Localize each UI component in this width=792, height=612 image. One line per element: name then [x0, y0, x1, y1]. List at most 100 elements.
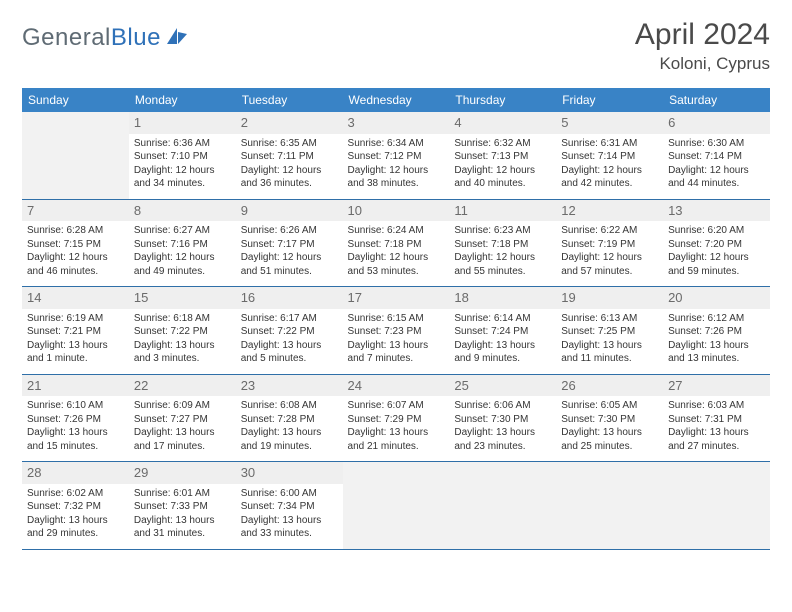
- day-details: Sunrise: 6:20 AMSunset: 7:20 PMDaylight:…: [668, 224, 765, 278]
- day-details: Sunrise: 6:32 AMSunset: 7:13 PMDaylight:…: [454, 137, 551, 191]
- day-cell: 8Sunrise: 6:27 AMSunset: 7:16 PMDaylight…: [129, 199, 236, 287]
- day-number: 10: [343, 200, 450, 222]
- empty-cell: [556, 462, 663, 550]
- day-number: 2: [236, 112, 343, 134]
- calendar-body: 1 Sunrise: 6:36 AMSunset: 7:10 PMDaylight…: [22, 112, 770, 549]
- day-number: 11: [449, 200, 556, 222]
- day-number: 27: [663, 375, 770, 397]
- day-details: Sunrise: 6:08 AMSunset: 7:28 PMDaylight:…: [241, 399, 338, 453]
- day-number: 24: [343, 375, 450, 397]
- day-details: Sunrise: 6:12 AMSunset: 7:26 PMDaylight:…: [668, 312, 765, 366]
- empty-cell: [663, 462, 770, 550]
- day-number: 29: [129, 462, 236, 484]
- day-number: 4: [449, 112, 556, 134]
- calendar-head: SundayMondayTuesdayWednesdayThursdayFrid…: [22, 88, 770, 112]
- day-details: Sunrise: 6:01 AMSunset: 7:33 PMDaylight:…: [134, 487, 231, 541]
- day-cell: 20 Sunrise: 6:12 AMSunset: 7:26 PMDayligh…: [663, 287, 770, 375]
- day-cell: 19 Sunrise: 6:13 AMSunset: 7:25 PMDayligh…: [556, 287, 663, 375]
- day-cell: 27Sunrise: 6:03 AMSunset: 7:31 PMDayligh…: [663, 374, 770, 462]
- day-number: 8: [129, 200, 236, 222]
- day-number: 30: [236, 462, 343, 484]
- day-cell: 14 Sunrise: 6:19 AMSunset: 7:21 PMDayligh…: [22, 287, 129, 375]
- day-number: 15: [129, 287, 236, 309]
- day-details: Sunrise: 6:13 AMSunset: 7:25 PMDaylight:…: [561, 312, 658, 366]
- day-details: Sunrise: 6:19 AMSunset: 7:21 PMDaylight:…: [27, 312, 124, 366]
- day-details: Sunrise: 6:14 AMSunset: 7:24 PMDaylight:…: [454, 312, 551, 366]
- empty-cell: [343, 462, 450, 550]
- brand-part2: Blue: [111, 24, 161, 51]
- sail-icon: [165, 26, 189, 51]
- day-details: Sunrise: 6:17 AMSunset: 7:22 PMDaylight:…: [241, 312, 338, 366]
- day-cell: 17 Sunrise: 6:15 AMSunset: 7:23 PMDayligh…: [343, 287, 450, 375]
- day-cell: 30 Sunrise: 6:00 AMSunset: 7:34 PMDayligh…: [236, 462, 343, 550]
- day-number: 19: [556, 287, 663, 309]
- location: Koloni, Cyprus: [635, 54, 770, 74]
- day-cell: 22Sunrise: 6:09 AMSunset: 7:27 PMDayligh…: [129, 374, 236, 462]
- day-details: Sunrise: 6:00 AMSunset: 7:34 PMDaylight:…: [241, 487, 338, 541]
- day-cell: 26Sunrise: 6:05 AMSunset: 7:30 PMDayligh…: [556, 374, 663, 462]
- day-cell: 2 Sunrise: 6:35 AMSunset: 7:11 PMDaylight…: [236, 112, 343, 199]
- day-cell: 3 Sunrise: 6:34 AMSunset: 7:12 PMDaylight…: [343, 112, 450, 199]
- day-cell: 18 Sunrise: 6:14 AMSunset: 7:24 PMDayligh…: [449, 287, 556, 375]
- day-number: 1: [129, 112, 236, 134]
- weekday-header: Thursday: [449, 88, 556, 112]
- day-details: Sunrise: 6:34 AMSunset: 7:12 PMDaylight:…: [348, 137, 445, 191]
- day-number: 17: [343, 287, 450, 309]
- day-number: 26: [556, 375, 663, 397]
- day-details: Sunrise: 6:06 AMSunset: 7:30 PMDaylight:…: [454, 399, 551, 453]
- day-cell: 1 Sunrise: 6:36 AMSunset: 7:10 PMDaylight…: [129, 112, 236, 199]
- day-cell: 24Sunrise: 6:07 AMSunset: 7:29 PMDayligh…: [343, 374, 450, 462]
- day-cell: 10Sunrise: 6:24 AMSunset: 7:18 PMDayligh…: [343, 199, 450, 287]
- day-cell: 29 Sunrise: 6:01 AMSunset: 7:33 PMDayligh…: [129, 462, 236, 550]
- day-cell: 12Sunrise: 6:22 AMSunset: 7:19 PMDayligh…: [556, 199, 663, 287]
- day-details: Sunrise: 6:31 AMSunset: 7:14 PMDaylight:…: [561, 137, 658, 191]
- weekday-header: Friday: [556, 88, 663, 112]
- day-details: Sunrise: 6:05 AMSunset: 7:30 PMDaylight:…: [561, 399, 658, 453]
- day-number: 23: [236, 375, 343, 397]
- day-cell: 9Sunrise: 6:26 AMSunset: 7:17 PMDaylight…: [236, 199, 343, 287]
- day-number: 9: [236, 200, 343, 222]
- day-details: Sunrise: 6:24 AMSunset: 7:18 PMDaylight:…: [348, 224, 445, 278]
- day-details: Sunrise: 6:15 AMSunset: 7:23 PMDaylight:…: [348, 312, 445, 366]
- day-number: 20: [663, 287, 770, 309]
- day-number: 14: [22, 287, 129, 309]
- day-number: 16: [236, 287, 343, 309]
- empty-cell: [22, 112, 129, 199]
- day-details: Sunrise: 6:10 AMSunset: 7:26 PMDaylight:…: [27, 399, 124, 453]
- day-details: Sunrise: 6:27 AMSunset: 7:16 PMDaylight:…: [134, 224, 231, 278]
- day-cell: 21Sunrise: 6:10 AMSunset: 7:26 PMDayligh…: [22, 374, 129, 462]
- day-cell: 23Sunrise: 6:08 AMSunset: 7:28 PMDayligh…: [236, 374, 343, 462]
- day-details: Sunrise: 6:36 AMSunset: 7:10 PMDaylight:…: [134, 137, 231, 191]
- day-cell: 25Sunrise: 6:06 AMSunset: 7:30 PMDayligh…: [449, 374, 556, 462]
- day-details: Sunrise: 6:09 AMSunset: 7:27 PMDaylight:…: [134, 399, 231, 453]
- weekday-header: Tuesday: [236, 88, 343, 112]
- day-details: Sunrise: 6:22 AMSunset: 7:19 PMDaylight:…: [561, 224, 658, 278]
- title-block: April 2024 Koloni, Cyprus: [635, 18, 770, 74]
- day-cell: 16 Sunrise: 6:17 AMSunset: 7:22 PMDayligh…: [236, 287, 343, 375]
- day-details: Sunrise: 6:02 AMSunset: 7:32 PMDaylight:…: [27, 487, 124, 541]
- day-details: Sunrise: 6:07 AMSunset: 7:29 PMDaylight:…: [348, 399, 445, 453]
- day-details: Sunrise: 6:23 AMSunset: 7:18 PMDaylight:…: [454, 224, 551, 278]
- day-number: 18: [449, 287, 556, 309]
- calendar-table: SundayMondayTuesdayWednesdayThursdayFrid…: [22, 88, 770, 550]
- brand-part1: General: [22, 24, 111, 51]
- day-cell: 28 Sunrise: 6:02 AMSunset: 7:32 PMDayligh…: [22, 462, 129, 550]
- day-number: 7: [22, 200, 129, 222]
- weekday-header: Wednesday: [343, 88, 450, 112]
- brand-logo: GeneralBlue: [22, 18, 189, 52]
- day-cell: 7Sunrise: 6:28 AMSunset: 7:15 PMDaylight…: [22, 199, 129, 287]
- day-number: 21: [22, 375, 129, 397]
- day-cell: 4 Sunrise: 6:32 AMSunset: 7:13 PMDaylight…: [449, 112, 556, 199]
- weekday-header: Monday: [129, 88, 236, 112]
- empty-cell: [449, 462, 556, 550]
- day-number: 3: [343, 112, 450, 134]
- header: GeneralBlue April 2024 Koloni, Cyprus: [22, 18, 770, 74]
- day-cell: 11Sunrise: 6:23 AMSunset: 7:18 PMDayligh…: [449, 199, 556, 287]
- weekday-header: Sunday: [22, 88, 129, 112]
- day-number: 12: [556, 200, 663, 222]
- day-cell: 13Sunrise: 6:20 AMSunset: 7:20 PMDayligh…: [663, 199, 770, 287]
- day-number: 25: [449, 375, 556, 397]
- day-number: 28: [22, 462, 129, 484]
- day-details: Sunrise: 6:35 AMSunset: 7:11 PMDaylight:…: [241, 137, 338, 191]
- weekday-header: Saturday: [663, 88, 770, 112]
